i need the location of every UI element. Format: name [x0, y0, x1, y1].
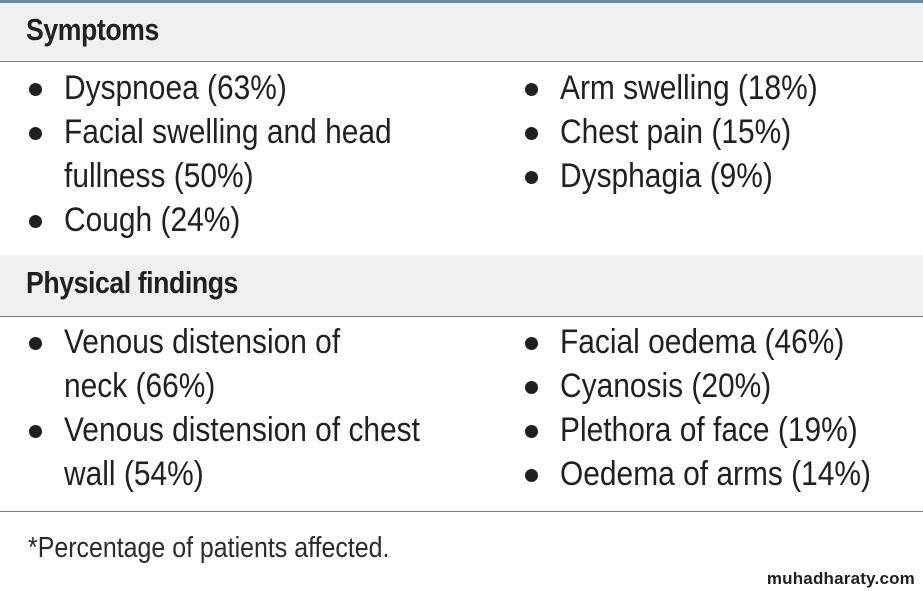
list-item: Cyanosis (20%)	[520, 364, 920, 408]
symptoms-left-list: Dyspnoea (63%) Facial swelling and head …	[24, 66, 464, 242]
list-item: Facial oedema (46%)	[520, 320, 920, 364]
symptoms-right-list: Arm swelling (18%) Chest pain (15%) Dysp…	[520, 66, 920, 198]
list-item: Dyspnoea (63%)	[24, 66, 464, 110]
bullet-icon	[29, 83, 42, 96]
list-item: Arm swelling (18%)	[520, 66, 920, 110]
bullet-icon	[525, 469, 538, 482]
list-item: Oedema of arms (14%)	[520, 452, 920, 496]
list-item: Chest pain (15%)	[520, 110, 920, 154]
physical-left-list: Venous distension of neck (66%) Venous d…	[24, 320, 484, 496]
list-item: Cough (24%)	[24, 198, 464, 242]
bullet-icon	[525, 171, 538, 184]
bullet-icon	[525, 381, 538, 394]
bullet-icon	[29, 127, 42, 140]
footnote: *Percentage of patients affected.	[28, 532, 390, 564]
bullet-icon	[525, 127, 538, 140]
bullet-icon	[525, 337, 538, 350]
bullet-icon	[29, 337, 42, 350]
list-item: Facial swelling and head fullness (50%)	[24, 110, 464, 198]
list-item: Dysphagia (9%)	[520, 154, 920, 198]
symptoms-heading: Symptoms	[26, 12, 159, 47]
list-item: Venous distension of neck (66%)	[24, 320, 414, 408]
symptoms-header: Symptoms	[0, 3, 923, 62]
physical-findings-header: Physical findings	[0, 255, 923, 317]
bullet-icon	[525, 83, 538, 96]
watermark: muhadharaty.com	[766, 569, 915, 588]
physical-right-list: Facial oedema (46%) Cyanosis (20%) Pleth…	[520, 320, 920, 496]
list-item: Venous distension of chest wall (54%)	[24, 408, 484, 496]
top-accent-line	[0, 0, 923, 3]
bullet-icon	[29, 425, 42, 438]
bullet-icon	[525, 425, 538, 438]
footnote-divider	[0, 511, 923, 512]
physical-findings-heading: Physical findings	[26, 265, 238, 300]
list-item: Plethora of face (19%)	[520, 408, 920, 452]
bullet-icon	[29, 215, 42, 228]
